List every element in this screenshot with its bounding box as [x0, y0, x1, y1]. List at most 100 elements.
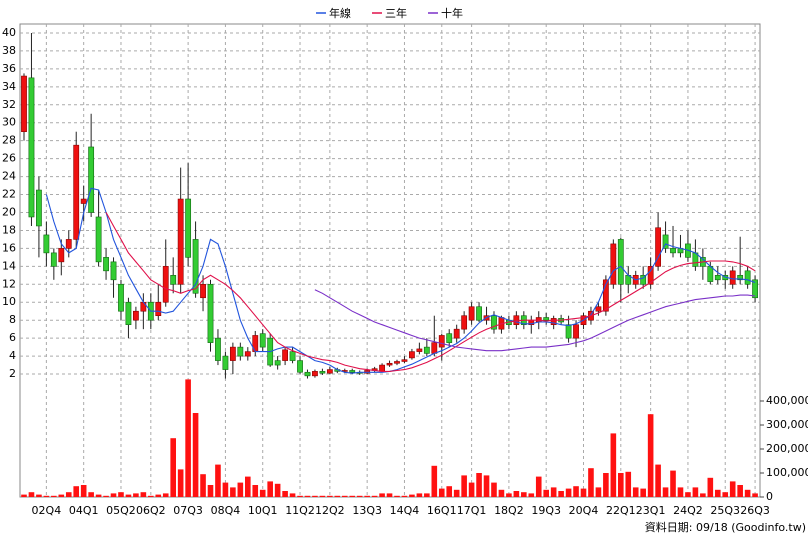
volume-bar: [521, 492, 527, 497]
x-tick-label: 08Q4: [211, 504, 241, 517]
candle-body: [409, 351, 415, 359]
y-tick-label: 2: [9, 367, 16, 380]
candle-body: [394, 361, 400, 364]
x-tick-label: 14Q4: [390, 504, 420, 517]
candle-body: [297, 360, 303, 373]
candle-body: [476, 306, 482, 321]
volume-bar: [401, 495, 408, 497]
volume-bar: [431, 465, 438, 497]
x-tick-label: 06Q2: [136, 504, 166, 517]
volume-bar: [498, 489, 505, 497]
volume-bar: [252, 485, 259, 497]
source-note: 資料日期: 09/18 (Goodinfo.tw): [645, 520, 806, 534]
y-tick-label: 34: [2, 80, 16, 93]
candle-body: [513, 315, 520, 325]
volume-bar: [535, 476, 542, 497]
candle-body: [416, 348, 423, 352]
volume-bar: [334, 495, 341, 497]
candle-body: [670, 248, 676, 254]
volume-bar: [125, 494, 132, 497]
x-tick-label: 20Q4: [569, 504, 599, 517]
volume-bar: [424, 493, 430, 497]
x-tick-label: 22Q1: [606, 504, 636, 517]
volume-bar: [51, 495, 57, 497]
volume-bar: [88, 492, 94, 497]
volume-bar: [65, 492, 72, 497]
volume-bar: [453, 489, 460, 497]
candle-body: [58, 248, 65, 263]
candle-body: [491, 315, 497, 330]
x-tick-label: 19Q3: [531, 504, 561, 517]
x-tick-label: 23Q1: [636, 504, 666, 517]
volume-bar: [371, 495, 378, 497]
volume-bar: [483, 475, 490, 497]
volume-bar: [588, 468, 594, 497]
candle-body: [461, 315, 468, 330]
candle-body: [386, 362, 393, 366]
x-tick-label: 11Q2: [285, 504, 315, 517]
volume-bar: [267, 481, 273, 497]
x-tick-label: 04Q1: [69, 504, 99, 517]
candle-body: [752, 279, 758, 299]
volume-bar: [438, 488, 445, 497]
candle-body: [714, 275, 721, 281]
y-tick-label: 28: [2, 134, 16, 147]
candle-body: [162, 266, 169, 303]
x-tick-label: 13Q3: [352, 504, 382, 517]
y-tick-label: 24: [2, 170, 16, 183]
candle-body: [446, 333, 453, 343]
candle-body: [573, 324, 579, 339]
volume-bar: [222, 482, 229, 497]
y2-tick-label: 0: [766, 490, 773, 503]
volume-bar: [259, 489, 266, 497]
ma-line: [314, 289, 756, 352]
volume-bar: [632, 487, 639, 497]
volume-bar: [565, 488, 572, 497]
candle-body: [65, 239, 72, 249]
candle-body: [401, 359, 408, 362]
candle-body: [21, 75, 27, 133]
volume-bar: [237, 482, 244, 497]
y-tick-label: 14: [2, 259, 16, 272]
volume-bar: [133, 493, 139, 497]
candle-body: [312, 371, 318, 377]
volume-bar: [573, 486, 579, 497]
candle-body: [207, 283, 214, 343]
candle-body: [662, 234, 669, 249]
volume-bar: [476, 473, 482, 497]
volume-bar: [625, 471, 632, 497]
candle-body: [177, 198, 184, 285]
volume-bar: [356, 495, 363, 497]
y-tick-label: 36: [2, 62, 16, 75]
y-tick-label: 22: [2, 188, 16, 201]
candle-body: [170, 275, 177, 285]
y-tick-label: 8: [9, 313, 16, 326]
y2-tick-label: 400,000: [766, 394, 808, 407]
volume-bar: [140, 492, 147, 497]
candle-body: [289, 351, 296, 361]
candle-body: [565, 324, 572, 339]
x-tick-label: 17Q1: [457, 504, 487, 517]
volume-bar: [200, 474, 206, 497]
candle-body: [737, 275, 744, 281]
volume-bar: [647, 414, 654, 497]
candle-body: [550, 318, 557, 325]
volume-bar: [43, 495, 50, 497]
volume-bar: [714, 489, 721, 497]
volume-bar: [80, 485, 87, 497]
x-tick-label: 18Q2: [494, 504, 524, 517]
legend-label: 十年: [441, 6, 463, 20]
volume-bar: [95, 494, 102, 497]
volume-bar: [610, 433, 617, 497]
volume-bar: [118, 492, 124, 497]
volume-bar: [677, 487, 684, 497]
y2-tick-label: 300,000: [766, 418, 808, 431]
volume-bar: [349, 495, 356, 497]
candle-body: [423, 346, 430, 354]
volume-bar: [341, 495, 348, 497]
candle-body: [215, 337, 221, 361]
candle-body: [431, 342, 438, 354]
candle-body: [155, 301, 162, 317]
x-tick-label: 25Q3: [710, 504, 740, 517]
ma-line: [105, 212, 756, 372]
